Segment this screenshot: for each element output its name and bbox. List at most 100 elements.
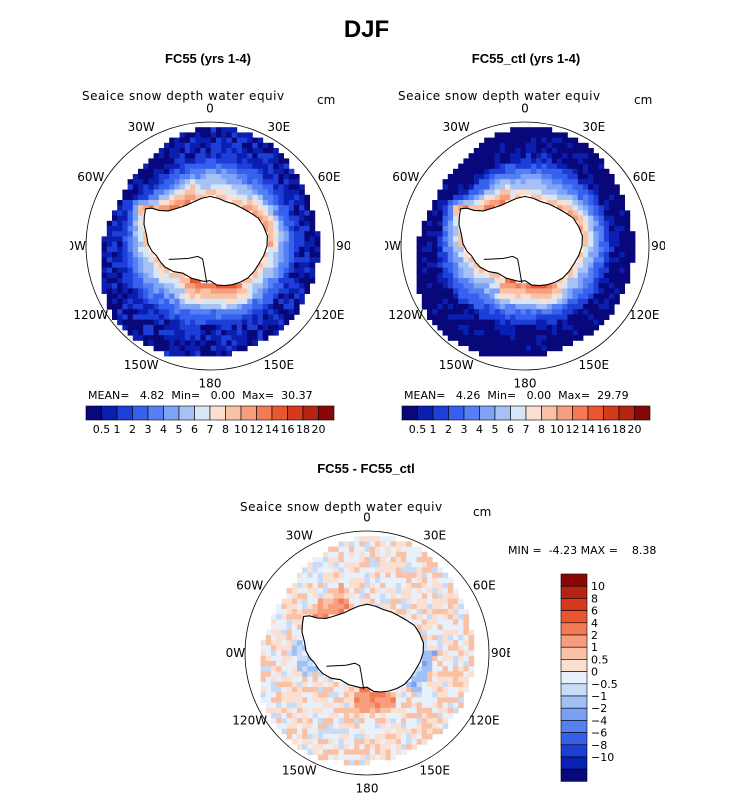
panel2-cell (588, 205, 594, 211)
panel1-cell (205, 137, 212, 144)
panel1-cell (190, 324, 196, 331)
panel3-cell (291, 702, 298, 709)
panel3-cell (406, 681, 412, 688)
panel3-cell (317, 739, 324, 745)
panel1-cell (226, 189, 232, 196)
panel2-cell (593, 205, 599, 211)
panel3-cell (343, 562, 350, 568)
panel1-cell (148, 304, 154, 310)
panel2-cell (567, 200, 573, 206)
panel3-cell (297, 572, 303, 579)
panel2-cell (437, 215, 443, 222)
panel3-cell (369, 697, 376, 703)
panel2-cell (505, 189, 511, 196)
panel2-cell (525, 142, 532, 149)
panel2-cell (442, 330, 449, 336)
panel3-cell (458, 603, 464, 610)
panel2-cell (577, 200, 584, 206)
panel2-cell (588, 236, 594, 242)
panel1-cell (231, 298, 238, 305)
panel1-cell (262, 174, 269, 180)
panel3-cell (416, 583, 423, 589)
panel1-cell (268, 226, 274, 232)
panel3-cell (359, 546, 365, 553)
panel1-cell (174, 168, 180, 175)
panel1-cell (247, 319, 253, 326)
panel2-cell (557, 283, 563, 289)
panel3-cell (395, 583, 402, 589)
panel2-cell (531, 184, 537, 190)
panel1-cell (132, 267, 139, 274)
panel2-cell (447, 262, 454, 268)
panel3-cell (395, 557, 402, 563)
panel3-cell (364, 551, 371, 558)
panel3-cell (427, 557, 433, 563)
panel2-cell (619, 252, 625, 258)
panel3-cell (432, 661, 438, 667)
panel2-cell (572, 262, 579, 268)
panel3-cell (354, 572, 360, 579)
panel2-cell (505, 132, 511, 138)
panel2-cell (536, 288, 542, 294)
panel1-cell (117, 288, 123, 294)
panel1-colorbar-swatch (225, 405, 242, 421)
panel1-cell (268, 189, 274, 196)
panel1-cell (216, 298, 222, 305)
panel1-cell (164, 298, 170, 305)
panel1-cell (252, 293, 258, 300)
panel1-cell (153, 288, 160, 294)
panel2-cell (489, 319, 495, 326)
panel1-cell (257, 314, 264, 320)
panel2-cell (499, 158, 506, 164)
panel1-cell (101, 267, 108, 274)
panel2-cell (572, 283, 579, 289)
panel3-cell (437, 707, 443, 714)
panel3-cell (260, 666, 267, 672)
panel1-cell (132, 241, 139, 248)
panel1-cell (169, 179, 175, 185)
panel2-colorbar-swatch (494, 405, 511, 421)
panel2-cell (583, 283, 589, 289)
panel1-cell (288, 189, 295, 196)
panel2-cell (479, 304, 485, 310)
panel1-cell (273, 215, 279, 222)
panel2-cell (510, 194, 516, 201)
panel1-cell (164, 267, 170, 274)
panel3-cell (265, 671, 272, 677)
panel3-cell (380, 697, 386, 703)
panel2-cell (598, 267, 605, 274)
panel1-cell (278, 179, 284, 185)
panel2-cell (531, 345, 537, 352)
panel1-cell (278, 278, 284, 284)
panel1-cell (226, 163, 232, 170)
panel2-cell (593, 283, 599, 289)
panel3-cell (349, 562, 355, 568)
panel2-cell (541, 163, 547, 170)
panel3-cell (437, 629, 443, 636)
panel1-cell (190, 345, 196, 352)
panel1-cell (164, 345, 170, 352)
panel1-cell (179, 137, 186, 144)
panel3-cell (380, 749, 386, 755)
panel2-cell (614, 205, 620, 211)
panel2-cell (453, 309, 459, 315)
panel3-cell (468, 650, 475, 657)
panel3-cell (359, 567, 365, 573)
panel1-cell (184, 153, 191, 159)
panel3-cell (401, 541, 407, 547)
panel3-cell (338, 728, 345, 735)
panel2-cell (427, 283, 433, 289)
panel1-cell (112, 298, 118, 305)
panel3-cell (364, 692, 371, 698)
panel2-cell (499, 278, 506, 284)
panel3-cell (447, 619, 454, 625)
panel1-antarctica-coastline (143, 195, 268, 287)
panel1-cell (148, 330, 154, 336)
panel3-cell (281, 718, 287, 724)
panel1-cell (127, 236, 134, 242)
panel2-cell (447, 179, 454, 185)
panel1-cell (288, 246, 295, 253)
panel2-cell (447, 236, 454, 242)
panel3-lon-label: 60E (473, 578, 496, 592)
panel2-cell (463, 168, 469, 175)
